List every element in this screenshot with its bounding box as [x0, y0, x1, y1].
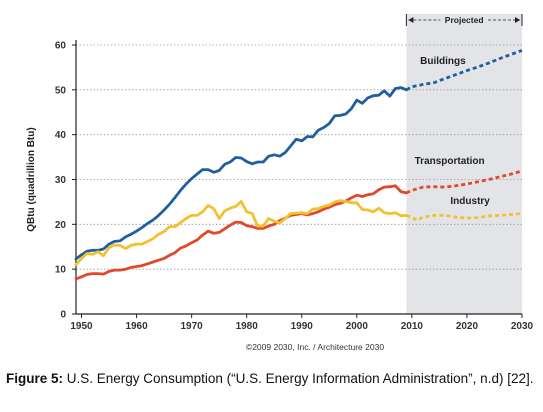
transportation-projected-line	[405, 169, 523, 195]
figure-caption: Figure 5: U.S. Energy Consumption (“U.S.…	[6, 370, 541, 388]
projection-arrow-right	[515, 17, 520, 23]
projection-region	[406, 14, 522, 314]
projection-arrow-left	[408, 17, 414, 23]
y-tick-label: 60	[55, 41, 67, 52]
y-tick-label: 30	[55, 175, 67, 186]
y-tick-label: 50	[55, 85, 67, 96]
buildings-projected-line	[405, 49, 523, 92]
x-tick-label: 2020	[456, 321, 479, 332]
y-tick-label: 20	[55, 220, 67, 231]
industry-historical-line	[74, 199, 408, 267]
y-axis-title: QBtu (quadrillion Btu)	[26, 127, 37, 231]
transportation-series-label: Transportation	[415, 156, 485, 167]
x-tick-label: 2010	[401, 321, 424, 332]
caption-text: U.S. Energy Consumption (“U.S. Energy In…	[63, 371, 534, 386]
projection-label: Projected	[445, 15, 484, 25]
x-tick-label: 2000	[346, 321, 369, 332]
x-tick-label: 1990	[291, 321, 314, 332]
x-tick-label: 1960	[125, 321, 148, 332]
transportation-historical-line	[74, 184, 408, 281]
caption-label: Figure 5:	[6, 371, 64, 386]
industry-series-label: Industry	[450, 196, 490, 207]
x-tick-label: 1950	[70, 321, 93, 332]
buildings-historical-line	[74, 86, 408, 261]
x-tick-label: 1970	[181, 321, 204, 332]
x-tick-label: 2030	[511, 321, 534, 332]
x-tick-label: 1980	[236, 321, 259, 332]
y-tick-label: 0	[60, 310, 66, 321]
chart-credit: ©2009 2030, Inc. / Architecture 2030	[246, 342, 384, 352]
y-tick-label: 40	[55, 130, 67, 141]
industry-projected-line	[405, 212, 523, 222]
y-tick-label: 10	[55, 265, 67, 276]
buildings-series-label: Buildings	[420, 56, 466, 67]
